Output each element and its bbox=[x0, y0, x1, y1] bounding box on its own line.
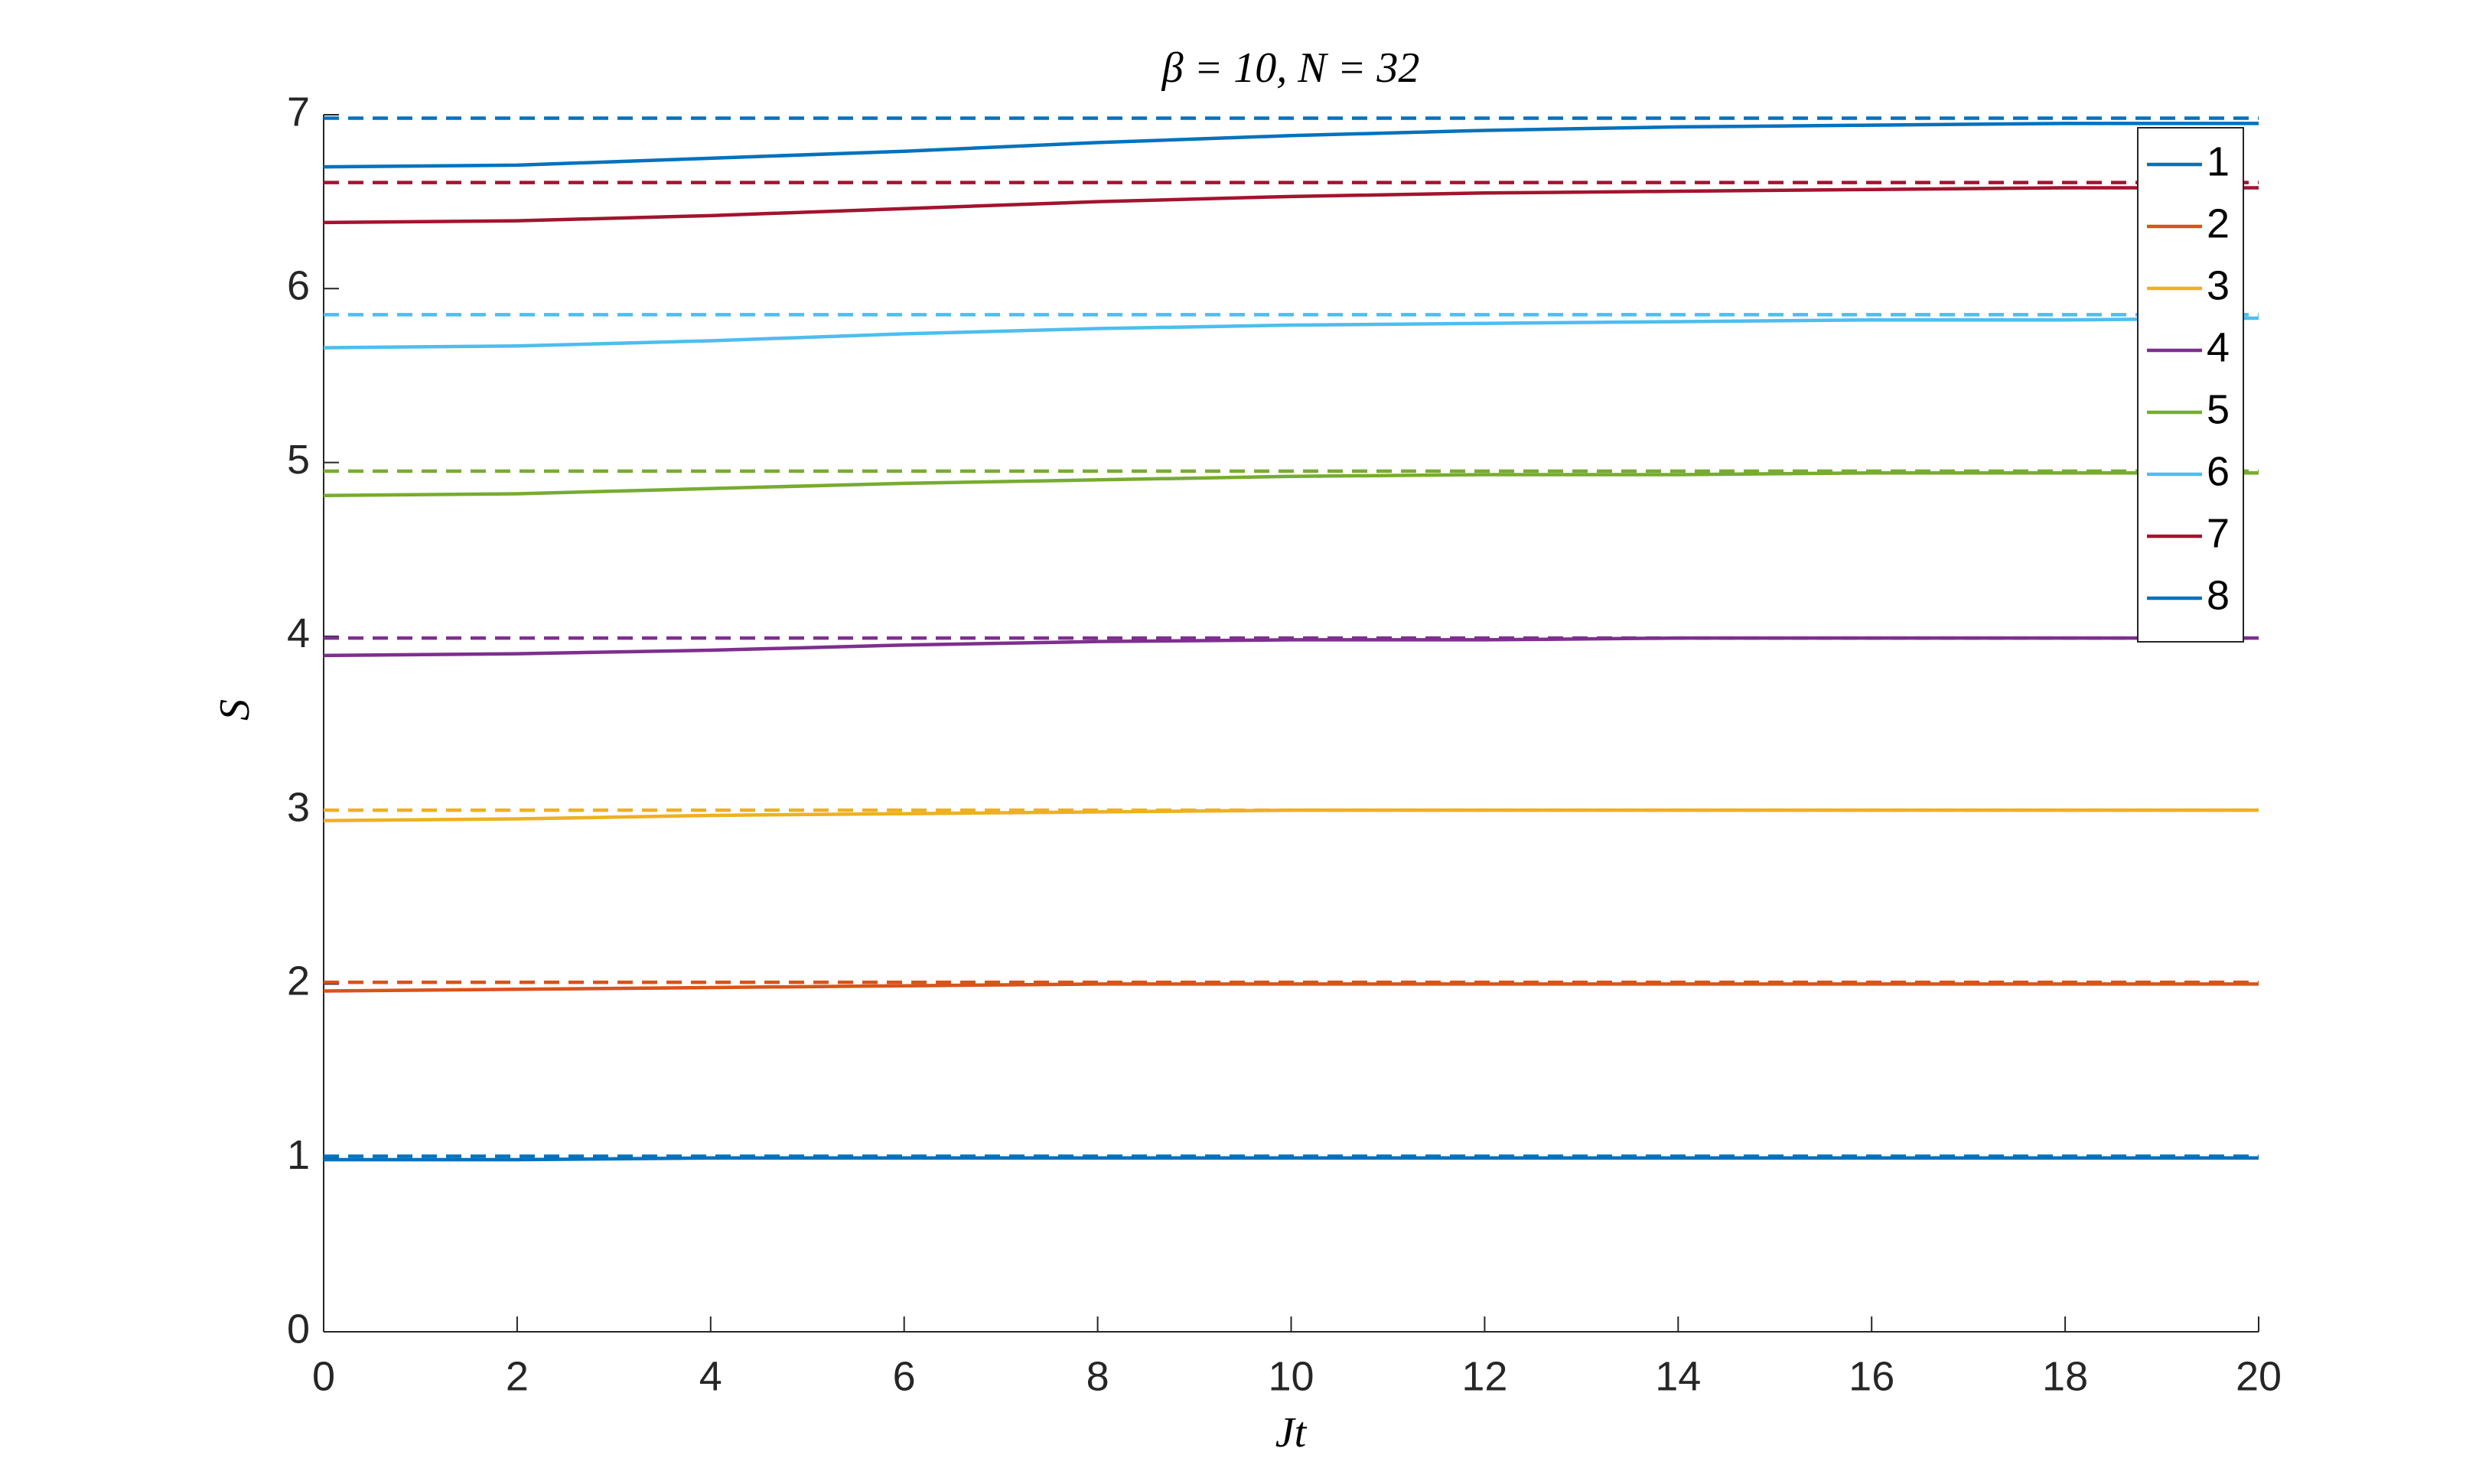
series-line bbox=[324, 1156, 2259, 1162]
x-tick-label: 10 bbox=[1268, 1353, 1314, 1399]
x-tick-label: 2 bbox=[506, 1353, 529, 1399]
x-axis-label: Jt bbox=[1275, 1409, 1308, 1456]
series-line bbox=[323, 316, 2259, 350]
x-tick-label: 12 bbox=[1461, 1353, 1507, 1399]
legend-label: 8 bbox=[2207, 572, 2230, 618]
series-line bbox=[323, 982, 2259, 993]
y-tick-label: 0 bbox=[287, 1306, 310, 1352]
x-tick-label: 8 bbox=[1086, 1353, 1109, 1399]
series-line bbox=[323, 470, 2259, 498]
legend-label: 1 bbox=[2207, 138, 2230, 184]
legend-box bbox=[2137, 127, 2244, 643]
legend-label: 6 bbox=[2207, 448, 2230, 494]
y-tick-label: 3 bbox=[287, 784, 310, 830]
y-tick-label: 1 bbox=[287, 1132, 310, 1178]
y-tick-label: 6 bbox=[287, 263, 310, 309]
legend-label: 3 bbox=[2207, 262, 2230, 308]
series-line bbox=[323, 186, 2259, 225]
y-axis-label: S bbox=[211, 699, 259, 721]
x-tick-label: 14 bbox=[1655, 1353, 1701, 1399]
chart-title: β = 10, N = 32 bbox=[1161, 44, 1420, 92]
y-tick-label: 4 bbox=[287, 610, 310, 656]
y-tick-label: 5 bbox=[287, 437, 310, 483]
x-tick-label: 0 bbox=[312, 1353, 335, 1399]
series-line bbox=[323, 122, 2259, 169]
x-tick-label: 4 bbox=[699, 1353, 722, 1399]
legend-label: 5 bbox=[2207, 386, 2230, 432]
series-line bbox=[323, 636, 2259, 658]
y-tick-label: 2 bbox=[287, 958, 310, 1004]
x-tick-label: 20 bbox=[2236, 1353, 2282, 1399]
y-tick-label: 7 bbox=[287, 89, 310, 135]
x-tick-label: 16 bbox=[1849, 1353, 1894, 1399]
legend-label: 4 bbox=[2207, 324, 2230, 370]
legend-label: 7 bbox=[2207, 510, 2230, 556]
legend-label: 2 bbox=[2207, 200, 2230, 246]
series-line bbox=[323, 808, 2259, 823]
x-tick-label: 6 bbox=[893, 1353, 916, 1399]
x-tick-label: 18 bbox=[2042, 1353, 2088, 1399]
